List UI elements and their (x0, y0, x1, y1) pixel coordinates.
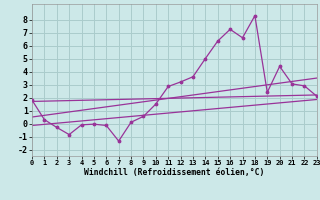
X-axis label: Windchill (Refroidissement éolien,°C): Windchill (Refroidissement éolien,°C) (84, 168, 265, 177)
